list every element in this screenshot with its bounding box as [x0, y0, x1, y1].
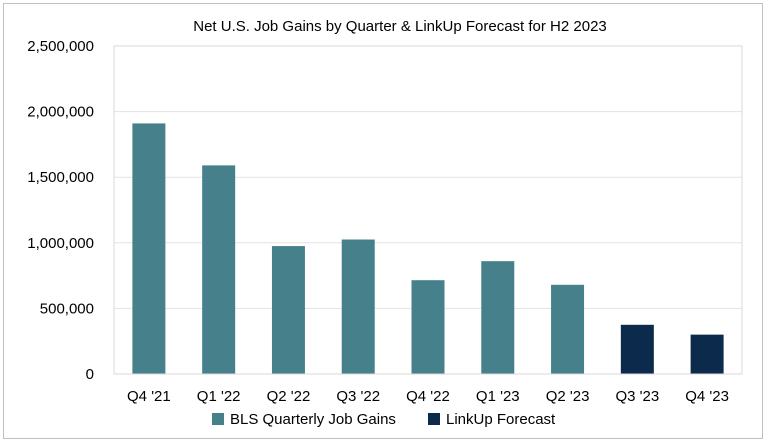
legend-label: BLS Quarterly Job Gains [230, 411, 396, 428]
y-tick-label: 1,500,000 [27, 169, 94, 186]
y-axis-ticks: 0 500,000 1,000,000 1,500,000 2,000,000 2,500… [27, 38, 94, 383]
x-tick-label: Q2 '22 [267, 388, 311, 405]
legend-item: LinkUp Forecast [428, 411, 556, 428]
y-tick-label: 2,500,000 [27, 38, 94, 55]
bar [551, 284, 585, 374]
bar [202, 165, 236, 374]
bar [620, 324, 654, 374]
x-tick-label: Q3 '22 [336, 388, 380, 405]
legend-swatch [212, 413, 224, 425]
x-tick-label: Q4 '23 [685, 388, 729, 405]
chart-title: Net U.S. Job Gains by Quarter & LinkUp F… [193, 18, 607, 35]
bar [271, 246, 305, 374]
bar [341, 239, 375, 374]
bar [132, 123, 166, 375]
x-tick-label: Q4 '21 [127, 388, 171, 405]
bar [690, 334, 724, 374]
bar [411, 280, 445, 374]
x-tick-label: Q3 '23 [615, 388, 659, 405]
y-tick-label: 0 [86, 366, 94, 383]
legend-label: LinkUp Forecast [446, 411, 556, 428]
legend-item: BLS Quarterly Job Gains [212, 411, 396, 428]
bar [481, 261, 515, 374]
y-tick-label: 2,000,000 [27, 104, 94, 121]
x-tick-label: Q1 '22 [197, 388, 241, 405]
bars [132, 123, 724, 375]
x-tick-label: Q4 '22 [406, 388, 450, 405]
x-tick-label: Q2 '23 [546, 388, 590, 405]
plot-area [113, 45, 743, 375]
x-tick-label: Q1 '23 [476, 388, 520, 405]
y-tick-label: 500,000 [40, 300, 94, 317]
y-tick-label: 1,000,000 [27, 235, 94, 252]
x-axis-ticks: Q4 '21 Q1 '22 Q2 '22 Q3 '22 Q4 '22 Q1 '23 Q2 '… [127, 388, 729, 405]
legend: BLS Quarterly Job Gains LinkUp Forecast [212, 411, 556, 428]
legend-swatch [428, 413, 440, 425]
